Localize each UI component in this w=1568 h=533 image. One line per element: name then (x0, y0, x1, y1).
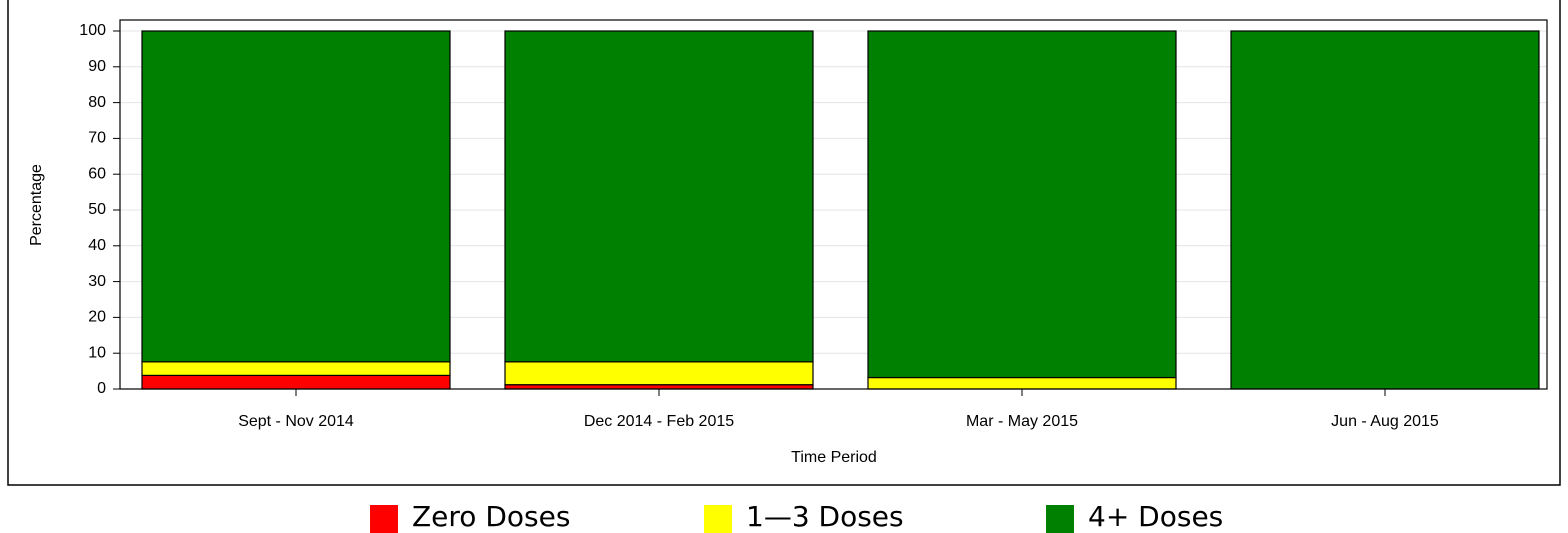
bar-segment (504, 361, 814, 386)
legend-label: Zero Doses (412, 500, 570, 533)
bar-segment (867, 30, 1177, 379)
y-tick-label: 20 (88, 309, 106, 326)
frame (7, 0, 1561, 486)
x-tick-label: Dec 2014 - Feb 2015 (584, 413, 734, 430)
y-axis-label: Percentage (28, 164, 45, 246)
y-tick-label: 90 (88, 58, 106, 75)
legend-swatch (704, 505, 732, 533)
legend-label: 1—3 Doses (746, 500, 904, 533)
y-tick-label: 40 (88, 237, 106, 254)
x-tick-label: Jun - Aug 2015 (1331, 413, 1439, 430)
bar-segment (504, 384, 814, 390)
bar-segment (141, 374, 451, 390)
x-tick-label: Sept - Nov 2014 (238, 413, 354, 430)
bar-segment (141, 30, 451, 363)
y-tick-label: 30 (88, 273, 106, 290)
y-tick-label: 100 (79, 22, 106, 39)
bar-segment (867, 376, 1177, 390)
legend-label: 4+ Doses (1088, 500, 1223, 533)
y-tick-label: 70 (88, 130, 106, 147)
plot-border (119, 19, 1548, 390)
y-tick-label: 60 (88, 165, 106, 182)
legend-swatch (1046, 505, 1074, 533)
x-axis-label: Time Period (791, 449, 877, 466)
bar-segment (141, 361, 451, 376)
bar-segment (1230, 30, 1540, 390)
bar-segment (504, 30, 814, 363)
y-tick-label: 0 (97, 380, 106, 397)
x-tick-label: Mar - May 2015 (966, 413, 1078, 430)
y-tick-label: 50 (88, 201, 106, 218)
y-tick-label: 10 (88, 344, 106, 361)
legend-swatch (370, 505, 398, 533)
y-tick-label: 80 (88, 94, 106, 111)
